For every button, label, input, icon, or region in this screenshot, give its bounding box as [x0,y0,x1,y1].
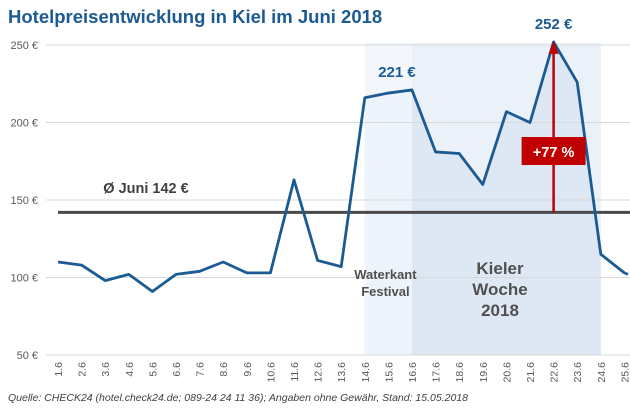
y-tick-label: 200 € [10,118,38,130]
x-tick-label: 12.6 [313,362,325,383]
y-tick-label: 50 € [17,350,38,362]
band-label-kieler-woche: Woche [472,280,527,299]
x-tick-label: 13.6 [336,362,348,383]
y-tick-label: 250 € [10,40,38,52]
band-label-kieler-woche: 2018 [481,301,519,320]
x-tick-label: 25.6 [619,362,630,383]
increase-badge [521,137,586,165]
y-tick-label: 150 € [10,195,38,207]
x-tick-label: 20.6 [501,362,513,383]
chart-title: Hotelpreisentwicklung in Kiel im Juni 20… [8,6,383,27]
x-tick-label: 17.6 [431,362,443,383]
increase-arrow-head [548,40,559,54]
x-tick-label: 24.6 [596,362,608,383]
x-tick-label: 5.6 [147,362,159,377]
x-tick-label: 15.6 [383,362,395,383]
band-label-waterkant: Festival [361,284,409,299]
x-tick-label: 3.6 [100,362,112,377]
x-tick-label: 19.6 [478,362,490,383]
x-tick-label: 16.6 [407,362,419,383]
x-tick-label: 23.6 [572,362,584,383]
band-label-kieler-woche: Kieler [476,259,524,278]
x-tick-label: 8.6 [218,362,230,377]
source-note: Quelle: CHECK24 (hotel.check24.de; 089-2… [8,392,468,404]
x-tick-label: 6.6 [171,362,183,377]
peak-value-label: 221 € [378,64,416,81]
x-tick-label: 18.6 [454,362,466,383]
peak-value-label: 252 € [535,16,573,33]
x-tick-label: 10.6 [265,362,277,383]
x-tick-label: 2.6 [77,362,89,377]
price-line [57,40,629,293]
x-tick-label: 14.6 [360,362,372,383]
x-tick-label: 9.6 [242,362,254,377]
band-label-waterkant: Waterkant [354,267,417,282]
band-area [364,89,412,355]
x-tick-label: 11.6 [289,362,301,382]
x-tick-label: 21.6 [525,362,537,383]
x-tick-label: 7.6 [195,362,207,377]
increase-badge-label: +77 % [533,145,575,161]
x-tick-label: 4.6 [124,362,136,377]
x-tick-label: 22.6 [549,362,561,383]
y-tick-label: 100 € [10,273,38,285]
x-tick-label: 1.6 [53,362,65,377]
average-label: Ø Juni 142 € [103,181,188,197]
